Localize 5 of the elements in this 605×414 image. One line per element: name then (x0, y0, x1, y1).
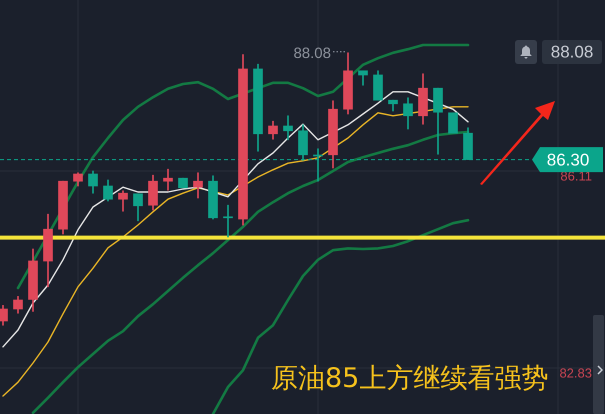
ref-line-label: 86.30 (546, 150, 590, 170)
y-tick-label: 82.83 (559, 365, 592, 380)
text: 原油85上方继续看强势 (271, 363, 548, 394)
annotation: 88.08 (293, 44, 331, 62)
text: 88.08 (550, 42, 594, 62)
